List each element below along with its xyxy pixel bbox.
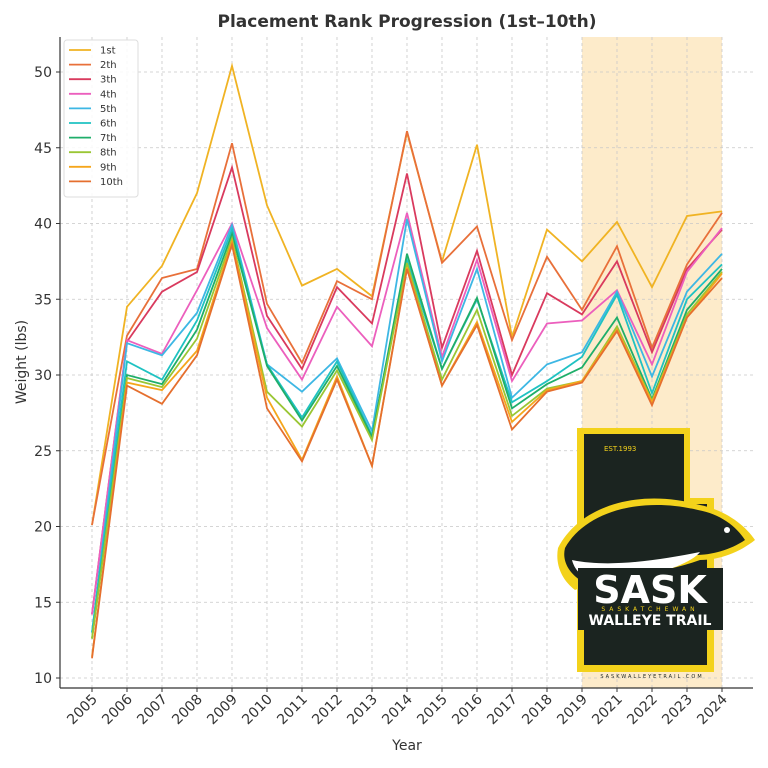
svg-text:20: 20 xyxy=(34,520,52,536)
chart-title: Placement Rank Progression (1st–10th) xyxy=(217,12,596,32)
series-line-6th xyxy=(91,226,723,633)
legend-entry: 8th xyxy=(100,148,117,159)
legend-entry: 5th xyxy=(100,104,117,115)
legend-entry: 3th xyxy=(100,75,117,86)
series-line-2th xyxy=(91,130,723,526)
x-axis-label: Year xyxy=(391,738,422,754)
series-line-3th xyxy=(91,164,723,615)
logo-est-text: EST.1993 xyxy=(604,445,636,453)
svg-text:35: 35 xyxy=(34,292,52,308)
legend: 1st 2th 3th 4th 5th 6th 7th 8th 9th 10th xyxy=(63,39,139,198)
legend-entry: 6th xyxy=(100,119,117,130)
y-tick-labels: 10 15 20 25 30 35 40 45 50 xyxy=(34,65,60,687)
legend-entry: 1st xyxy=(100,46,116,57)
svg-text:10: 10 xyxy=(34,671,52,687)
legend-entry: 4th xyxy=(100,89,117,100)
data-lines xyxy=(91,62,723,659)
legend-entry: 9th xyxy=(100,162,117,173)
svg-text:40: 40 xyxy=(34,217,52,233)
svg-text:25: 25 xyxy=(34,444,52,460)
y-axis-label: Weight (lbs) xyxy=(14,320,30,404)
legend-entry: 2th xyxy=(100,60,117,71)
logo-title: SASK xyxy=(593,568,708,612)
legend-entry: 10th xyxy=(100,177,123,188)
series-line-8th xyxy=(91,235,723,639)
logo-url: SASKWALLEYETRAIL.COM xyxy=(600,674,703,680)
svg-text:45: 45 xyxy=(34,141,52,157)
logo-tagline: WALLEYE TRAIL xyxy=(589,613,712,629)
svg-text:15: 15 xyxy=(34,595,52,611)
svg-text:50: 50 xyxy=(34,65,52,81)
logo-subtitle: SASKATCHEWAN xyxy=(601,606,698,613)
series-line-7th xyxy=(91,231,723,639)
legend-entry: 7th xyxy=(100,133,117,144)
svg-text:30: 30 xyxy=(34,368,52,384)
series-line-10th xyxy=(91,241,723,659)
series-line-5th xyxy=(91,218,723,633)
sask-walleye-trail-logo: EST.1993 SASK SASKATCHEWAN WALLEYE TRAIL… xyxy=(557,428,755,680)
